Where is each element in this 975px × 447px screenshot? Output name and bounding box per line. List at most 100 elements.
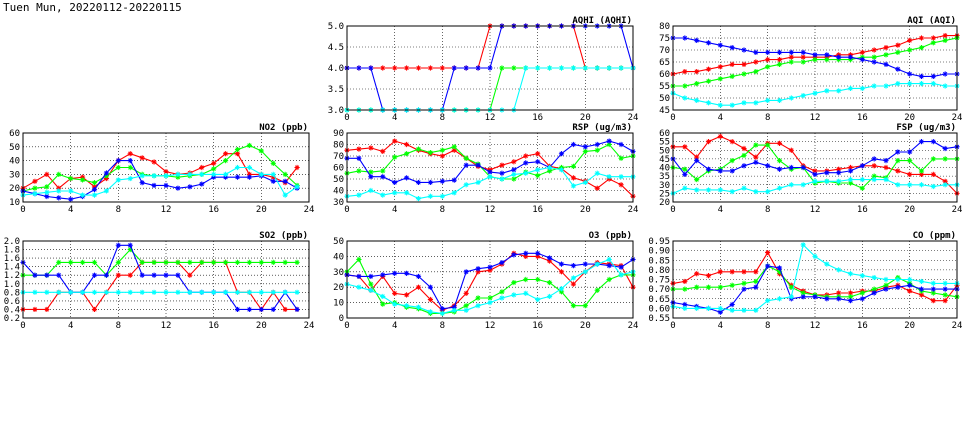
data-point <box>151 159 157 165</box>
data-point <box>403 190 410 196</box>
x-tick-label: 0 <box>670 205 675 215</box>
data-point <box>103 170 110 176</box>
data-point <box>499 289 505 295</box>
data-point <box>594 287 600 293</box>
data-point <box>570 281 577 287</box>
y-tick-label: 20 <box>9 184 20 194</box>
data-point <box>368 187 374 194</box>
chart-title: CO (ppm) <box>913 231 956 241</box>
x-tick-label: 12 <box>810 113 821 123</box>
data-point <box>606 263 612 269</box>
data-point <box>847 290 854 296</box>
data-point <box>392 290 398 296</box>
data-point <box>741 61 747 67</box>
data-point <box>163 182 169 189</box>
data-point <box>234 174 241 180</box>
data-point <box>918 286 925 292</box>
data-point <box>463 182 469 188</box>
data-point <box>79 259 86 265</box>
data-point <box>115 164 121 171</box>
data-point <box>907 288 913 294</box>
data-point <box>705 166 712 172</box>
data-point <box>199 164 205 171</box>
data-point <box>163 169 169 175</box>
y-tick-label: 0.90 <box>648 247 670 257</box>
x-tick-label: 20 <box>256 205 267 215</box>
y-tick-label: 40 <box>333 187 344 197</box>
y-tick-label: 0 <box>339 314 344 324</box>
data-point <box>535 151 541 157</box>
data-point <box>895 149 901 155</box>
data-point <box>79 177 86 183</box>
data-point <box>163 289 169 295</box>
data-point <box>535 159 541 165</box>
data-point <box>729 45 735 51</box>
data-point <box>741 286 747 292</box>
data-point <box>788 49 794 55</box>
data-point <box>546 258 553 264</box>
data-point <box>717 187 723 193</box>
data-point <box>930 298 936 304</box>
data-point <box>439 147 445 153</box>
data-point <box>427 179 434 186</box>
data-point <box>824 57 830 63</box>
data-point <box>535 276 541 283</box>
data-point <box>694 154 700 160</box>
data-point <box>883 164 889 171</box>
data-point <box>682 166 688 172</box>
data-point <box>800 93 806 99</box>
data-point <box>175 174 181 180</box>
data-point <box>103 289 110 295</box>
data-point <box>487 174 493 180</box>
data-point <box>356 65 362 71</box>
data-point <box>800 164 806 171</box>
data-point <box>930 35 936 41</box>
data-point <box>705 305 712 311</box>
data-point <box>729 189 735 195</box>
data-point <box>776 140 783 146</box>
data-point <box>741 71 747 77</box>
data-point <box>380 174 386 180</box>
data-point <box>824 170 830 176</box>
data-point <box>451 177 457 183</box>
data-point <box>859 57 865 63</box>
data-point <box>270 174 276 180</box>
data-point <box>582 65 588 71</box>
data-point <box>546 255 553 261</box>
x-tick-label: 16 <box>857 205 868 215</box>
data-point <box>606 276 612 283</box>
data-point <box>859 273 865 279</box>
data-point <box>753 142 759 148</box>
data-point <box>44 193 50 200</box>
data-point <box>753 49 759 55</box>
series-line <box>23 248 298 277</box>
x-tick-label: 24 <box>952 113 963 123</box>
data-point <box>871 54 877 60</box>
data-point <box>765 49 771 55</box>
data-point <box>380 192 386 198</box>
data-point <box>717 305 723 311</box>
data-point <box>91 180 98 186</box>
data-point <box>859 185 865 191</box>
data-point <box>487 300 493 306</box>
data-point <box>139 180 145 186</box>
data-point <box>187 259 193 265</box>
chart-aqi: AQI (AQI) 0 4 8 12 16 20 24 45 50 55 60 65 70 75 80 <box>659 16 962 123</box>
data-point <box>475 162 481 168</box>
y-tick-label: 75 <box>659 34 670 44</box>
data-point <box>800 49 806 55</box>
data-point <box>942 280 948 286</box>
data-point <box>582 148 588 154</box>
data-point <box>68 289 74 295</box>
data-point <box>187 289 193 295</box>
y-tick-label: 30 <box>333 198 344 208</box>
data-point <box>812 178 818 184</box>
data-point <box>883 176 889 183</box>
data-point <box>776 61 783 67</box>
data-point <box>103 175 110 182</box>
data-point <box>871 83 877 89</box>
x-tick-label: 4 <box>718 205 723 215</box>
data-point <box>523 153 529 159</box>
data-point <box>439 153 445 159</box>
y-tick-label: 65 <box>659 58 670 68</box>
